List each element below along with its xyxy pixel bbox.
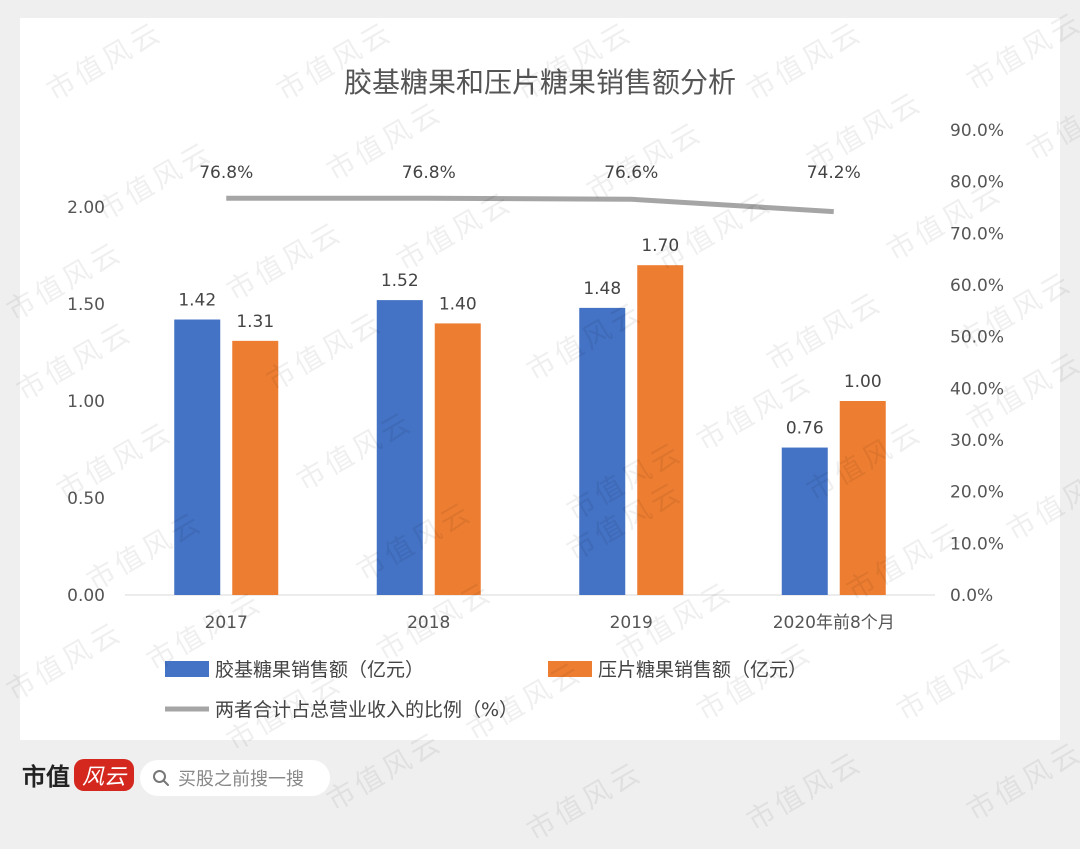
legend-swatch bbox=[548, 661, 592, 677]
y-right-tick-label: 0.0% bbox=[950, 586, 993, 606]
chart-title: 胶基糖果和压片糖果销售额分析 bbox=[344, 66, 736, 99]
y-left-tick-label: 0.50 bbox=[67, 489, 105, 509]
y-right-tick-label: 10.0% bbox=[950, 534, 1004, 554]
line-data-label: 76.8% bbox=[199, 163, 253, 183]
legend-label: 两者合计占总营业收入的比例（%） bbox=[215, 699, 518, 721]
y-right-tick-label: 70.0% bbox=[950, 224, 1004, 244]
bar-gum-candy bbox=[376, 300, 423, 595]
data-label: 1.31 bbox=[236, 312, 274, 332]
chart-card: 胶基糖果和压片糖果销售额分析 0.00 0.50 1.00 1.50 2.00 0.0% 10… bbox=[20, 18, 1060, 740]
brand-name: 市值 bbox=[22, 762, 70, 791]
data-label: 1.40 bbox=[439, 294, 477, 314]
y-right-tick-label: 20.0% bbox=[950, 483, 1004, 503]
watermark-text: 市值风云 bbox=[961, 735, 1080, 828]
y-right-tick-label: 80.0% bbox=[950, 173, 1004, 193]
x-tick-label: 2018 bbox=[407, 613, 450, 633]
bar-gum-candy bbox=[781, 447, 828, 595]
y-left-tick-label: 0.00 bbox=[67, 586, 105, 606]
ratio-line bbox=[226, 195, 834, 215]
y-right-tick-label: 90.0% bbox=[950, 121, 1004, 141]
data-label: 1.00 bbox=[844, 372, 882, 392]
bar-gum-candy bbox=[174, 319, 221, 595]
bar-pressed-candy bbox=[839, 401, 886, 595]
bar-pressed-candy bbox=[637, 265, 684, 595]
y-left-tick-label: 1.00 bbox=[67, 392, 105, 412]
chart-svg: 胶基糖果和压片糖果销售额分析 0.00 0.50 1.00 1.50 2.00 0.0% 10… bbox=[67, 66, 1004, 721]
search-text: 买股之前搜一搜 bbox=[178, 769, 304, 790]
data-label: 0.76 bbox=[786, 419, 824, 439]
y-right-tick-label: 40.0% bbox=[950, 379, 1004, 399]
x-tick-label: 2017 bbox=[205, 613, 248, 633]
line-data-label: 76.8% bbox=[402, 163, 456, 183]
bar-pressed-candy bbox=[232, 340, 279, 595]
line-data-label: 74.2% bbox=[807, 163, 861, 183]
y-left-tick-label: 1.50 bbox=[67, 295, 105, 315]
search-icon bbox=[153, 770, 169, 786]
x-tick-label: 2020年前8个月 bbox=[773, 613, 895, 633]
line-data-label: 76.6% bbox=[604, 163, 658, 183]
legend-swatch bbox=[165, 661, 209, 677]
y-right-tick-label: 30.0% bbox=[950, 431, 1004, 451]
data-label: 1.42 bbox=[178, 291, 216, 311]
y-right-tick-label: 60.0% bbox=[950, 276, 1004, 296]
watermark-text: 市值风云 bbox=[741, 745, 869, 838]
footer-brand: 市值 风云 bbox=[22, 757, 135, 792]
y-right-tick-label: 50.0% bbox=[950, 328, 1004, 348]
data-label: 1.52 bbox=[381, 271, 419, 291]
legend-label: 胶基糖果销售额（亿元） bbox=[215, 659, 424, 681]
brand-logo: 风云 bbox=[74, 758, 135, 791]
y-left-tick-label: 2.00 bbox=[67, 198, 105, 218]
data-label: 1.70 bbox=[641, 236, 679, 256]
bar-pressed-candy bbox=[434, 323, 481, 595]
watermark-text: 市值风云 bbox=[521, 755, 649, 848]
legend-label: 压片糖果销售额（亿元） bbox=[598, 659, 807, 681]
search-box[interactable]: 买股之前搜一搜 bbox=[140, 760, 330, 796]
data-label: 1.48 bbox=[583, 279, 621, 299]
x-tick-label: 2019 bbox=[610, 613, 653, 633]
bar-gum-candy bbox=[579, 307, 626, 595]
